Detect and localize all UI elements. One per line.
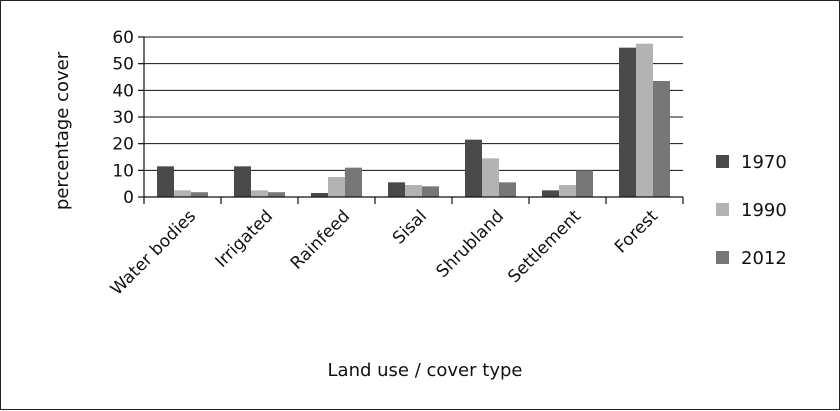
bar-2012-3: [422, 186, 439, 197]
x-tick-label: Forest: [611, 206, 662, 257]
bar-2012-6: [653, 81, 670, 197]
axes: [143, 37, 683, 198]
bar-2012-2: [345, 167, 362, 197]
bar-2012-0: [191, 192, 208, 197]
bar-2012-1: [268, 192, 285, 197]
bar-1970-4: [465, 139, 482, 197]
bar-1990-1: [251, 190, 268, 197]
x-tick-label: Irrigated: [212, 206, 277, 271]
bars: [157, 43, 670, 197]
y-tick-label: 60: [112, 28, 134, 48]
bar-1970-5: [542, 190, 559, 197]
x-tick-label: Rainfeed: [287, 206, 354, 273]
legend: 1970 1990 2012: [716, 152, 787, 269]
y-tick-label: 40: [112, 81, 134, 101]
x-tick-label: Water bodies: [107, 206, 200, 299]
y-tick-label: 30: [112, 108, 134, 128]
bar-2012-4: [499, 182, 516, 197]
bar-1970-6: [619, 47, 636, 197]
x-axis-title: Land use / cover type: [328, 360, 523, 381]
bar-1970-1: [234, 166, 251, 197]
y-tick-label: 10: [112, 161, 134, 181]
legend-label-1970: 1970: [741, 152, 787, 173]
legend-label-2012: 2012: [741, 248, 787, 269]
bar-1990-0: [174, 190, 191, 197]
x-tick-labels: Water bodies Irrigated Rainfeed Sisal Shrubl…: [107, 206, 662, 299]
bar-1990-4: [482, 158, 499, 197]
bar-1990-5: [559, 185, 576, 197]
bar-1990-6: [636, 43, 653, 197]
x-tick-label: Settlement: [504, 206, 585, 287]
bar-2012-5: [576, 170, 593, 197]
x-tick-label: Sisal: [389, 206, 431, 248]
x-tick-label: Shrubland: [432, 206, 508, 282]
bar-1990-3: [405, 185, 422, 197]
bar-1970-0: [157, 166, 174, 197]
y-tick-label: 20: [112, 135, 134, 155]
legend-swatch-1990: [716, 203, 729, 216]
gridlines: [138, 36, 684, 204]
y-tick-label: 50: [112, 55, 134, 75]
bar-1970-3: [388, 182, 405, 197]
legend-swatch-1970: [716, 155, 729, 168]
y-axis-title: percentage cover: [52, 51, 73, 210]
y-tick-label: 0: [123, 188, 134, 208]
legend-swatch-2012: [716, 251, 729, 264]
legend-label-1990: 1990: [741, 200, 787, 221]
bar-1970-2: [311, 193, 328, 197]
y-tick-labels: 0 10 20 30 40 50 60: [112, 28, 134, 208]
bar-1990-2: [328, 177, 345, 197]
